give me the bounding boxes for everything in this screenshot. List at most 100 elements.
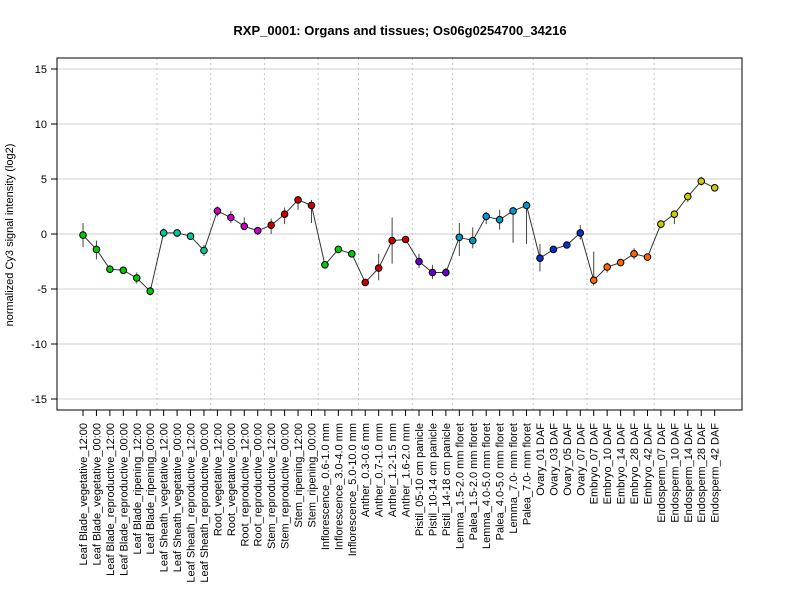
- x-tick-label: Lemma_4.0-5.0 mm floret: [481, 423, 493, 549]
- data-point: [657, 220, 665, 228]
- data-point: [697, 177, 706, 185]
- data-point: [200, 246, 208, 255]
- x-tick-label: Embryo_42 DAF: [642, 423, 654, 505]
- data-point: [710, 184, 719, 192]
- x-tick-label: Root_vegetative_00:00: [226, 423, 238, 536]
- data-point: [132, 274, 141, 282]
- x-tick-label: Root_reproductive_12:00: [239, 423, 251, 547]
- data-point: [79, 231, 87, 239]
- x-tick-label: Inflorescence_3.0-4.0 mm: [333, 423, 345, 550]
- data-point: [549, 245, 558, 254]
- x-tick-label: Anther_0.3-0.6 mm: [360, 423, 372, 517]
- x-tick-label: Leaf Sheath_reproductive_12:00: [186, 423, 198, 583]
- x-tick-label: Leaf Blade_ripening_12:00: [132, 423, 144, 555]
- x-tick-label: Ovary_05 DAF: [562, 423, 574, 496]
- x-tick-label: Ovary_01 DAF: [535, 423, 547, 496]
- x-tick-label: Root_reproductive_00:00: [253, 423, 265, 547]
- x-tick-label: Leaf Sheath_vegetative_12:00: [159, 423, 171, 572]
- data-point: [361, 278, 370, 287]
- x-tick-label: Endosperm_10 DAF: [669, 423, 681, 523]
- x-tick-label: Palea_7.0- mm floret: [522, 423, 534, 525]
- x-tick-label: Palea_1.5-2.0 mm floret: [468, 423, 480, 540]
- data-point: [173, 229, 181, 237]
- x-tick-label: Endosperm_28 DAF: [696, 423, 708, 523]
- data-point: [253, 226, 262, 235]
- data-point: [522, 201, 531, 210]
- grid-lines: [57, 68, 742, 400]
- data-point: [280, 210, 289, 218]
- data-point: [374, 264, 383, 272]
- y-tick-label: -10: [31, 339, 47, 351]
- data-point: [684, 192, 692, 201]
- x-tick-label: Leaf Blade_reproductive_00:00: [118, 423, 130, 576]
- x-tick-label: Stem_ripening_12:00: [293, 423, 305, 528]
- x-tick-label: Endosperm_14 DAF: [683, 423, 695, 523]
- x-tick-label: Leaf Blade_ripening_00:00: [145, 423, 157, 555]
- x-tick-label: Stem_ripening_00:00: [306, 423, 318, 528]
- y-tick-label: -15: [31, 394, 47, 406]
- x-tick-label: Root_vegetative_12:00: [212, 423, 224, 536]
- y-axis-label: normalized Cy3 signal intensity (log2): [4, 144, 16, 327]
- data-point: [455, 233, 464, 242]
- data-point: [159, 229, 168, 237]
- data-point: [442, 268, 450, 277]
- data-point: [576, 229, 585, 237]
- data-point: [348, 250, 356, 258]
- x-tick-label: Embryo_14 DAF: [616, 423, 628, 505]
- x-tick-label: Embryo_10 DAF: [602, 423, 614, 505]
- x-tick-label: Leaf Sheath_reproductive_00:00: [199, 423, 211, 583]
- data-point: [267, 221, 275, 229]
- x-tick-label: Inflorescence_0.6-1.0 mm: [320, 423, 332, 550]
- data-point: [240, 222, 249, 231]
- data-point: [92, 245, 101, 254]
- x-tick-label: Endosperm_07 DAF: [656, 423, 668, 523]
- x-tick-label: Inflorescence_5.0-10.0 mm: [347, 423, 359, 556]
- data-point: [482, 212, 491, 221]
- x-tick-label: Leaf Blade_vegetative_12:00: [78, 423, 90, 566]
- data-point: [213, 207, 222, 215]
- x-tick-label: Leaf Blade_reproductive_12:00: [105, 423, 117, 576]
- data-point: [106, 265, 114, 274]
- x-tick-label: Stem_reproductive_12:00: [266, 423, 278, 549]
- data-point: [630, 250, 638, 258]
- x-tick-label: Leaf Blade_vegetative_00:00: [91, 423, 103, 566]
- data-point: [468, 236, 477, 245]
- data-point: [509, 207, 517, 215]
- x-tick-label: Lemma_1.5-2.0 mm floret: [454, 423, 466, 549]
- x-tick-label: Leaf Sheath_vegetative_00:00: [172, 423, 184, 572]
- data-point: [428, 268, 437, 277]
- data-point: [616, 258, 625, 267]
- x-tick-label: Endosperm_42 DAF: [710, 423, 722, 523]
- y-tick-label: 15: [35, 64, 47, 76]
- x-tick-label: Ovary_03 DAF: [548, 423, 560, 496]
- x-tick-label: Embryo_28 DAF: [629, 423, 641, 505]
- data-point: [670, 210, 679, 218]
- x-tick-label: Anther_1.2-1.5 mm: [387, 423, 399, 517]
- data-point: [401, 235, 410, 244]
- x-tick-label: Palea_4.0-5.0 mm floret: [495, 423, 507, 540]
- x-tick-label: Pistil_05-10 cm panicle: [414, 423, 426, 536]
- data-points: [79, 177, 719, 296]
- data-point: [536, 254, 544, 263]
- data-point: [294, 196, 302, 204]
- x-tick-label: Ovary_07 DAF: [575, 423, 587, 496]
- x-tick-label: Lemma_7.0- mm floret: [508, 423, 520, 534]
- data-point: [146, 287, 154, 296]
- data-point: [227, 213, 235, 222]
- data-point: [589, 276, 598, 285]
- y-tick-label: 0: [41, 229, 47, 241]
- data-point: [603, 263, 611, 271]
- x-tick-label: Embryo_07 DAF: [589, 423, 601, 505]
- x-tick-label: Stem_reproductive_00:00: [280, 423, 292, 549]
- x-tick-label: Pistil_10-14 cm panicle: [427, 423, 439, 536]
- x-tick-label: Anther_1.6-2.0 mm: [401, 423, 413, 517]
- data-point: [119, 266, 128, 275]
- data-point: [334, 245, 343, 254]
- chart-title: RXP_0001: Organs and tissues; Os06g02547…: [233, 23, 566, 38]
- data-point: [563, 241, 571, 249]
- y-tick-label: 5: [41, 174, 47, 186]
- data-point: [388, 236, 396, 245]
- data-point: [415, 257, 423, 266]
- data-point: [186, 232, 195, 240]
